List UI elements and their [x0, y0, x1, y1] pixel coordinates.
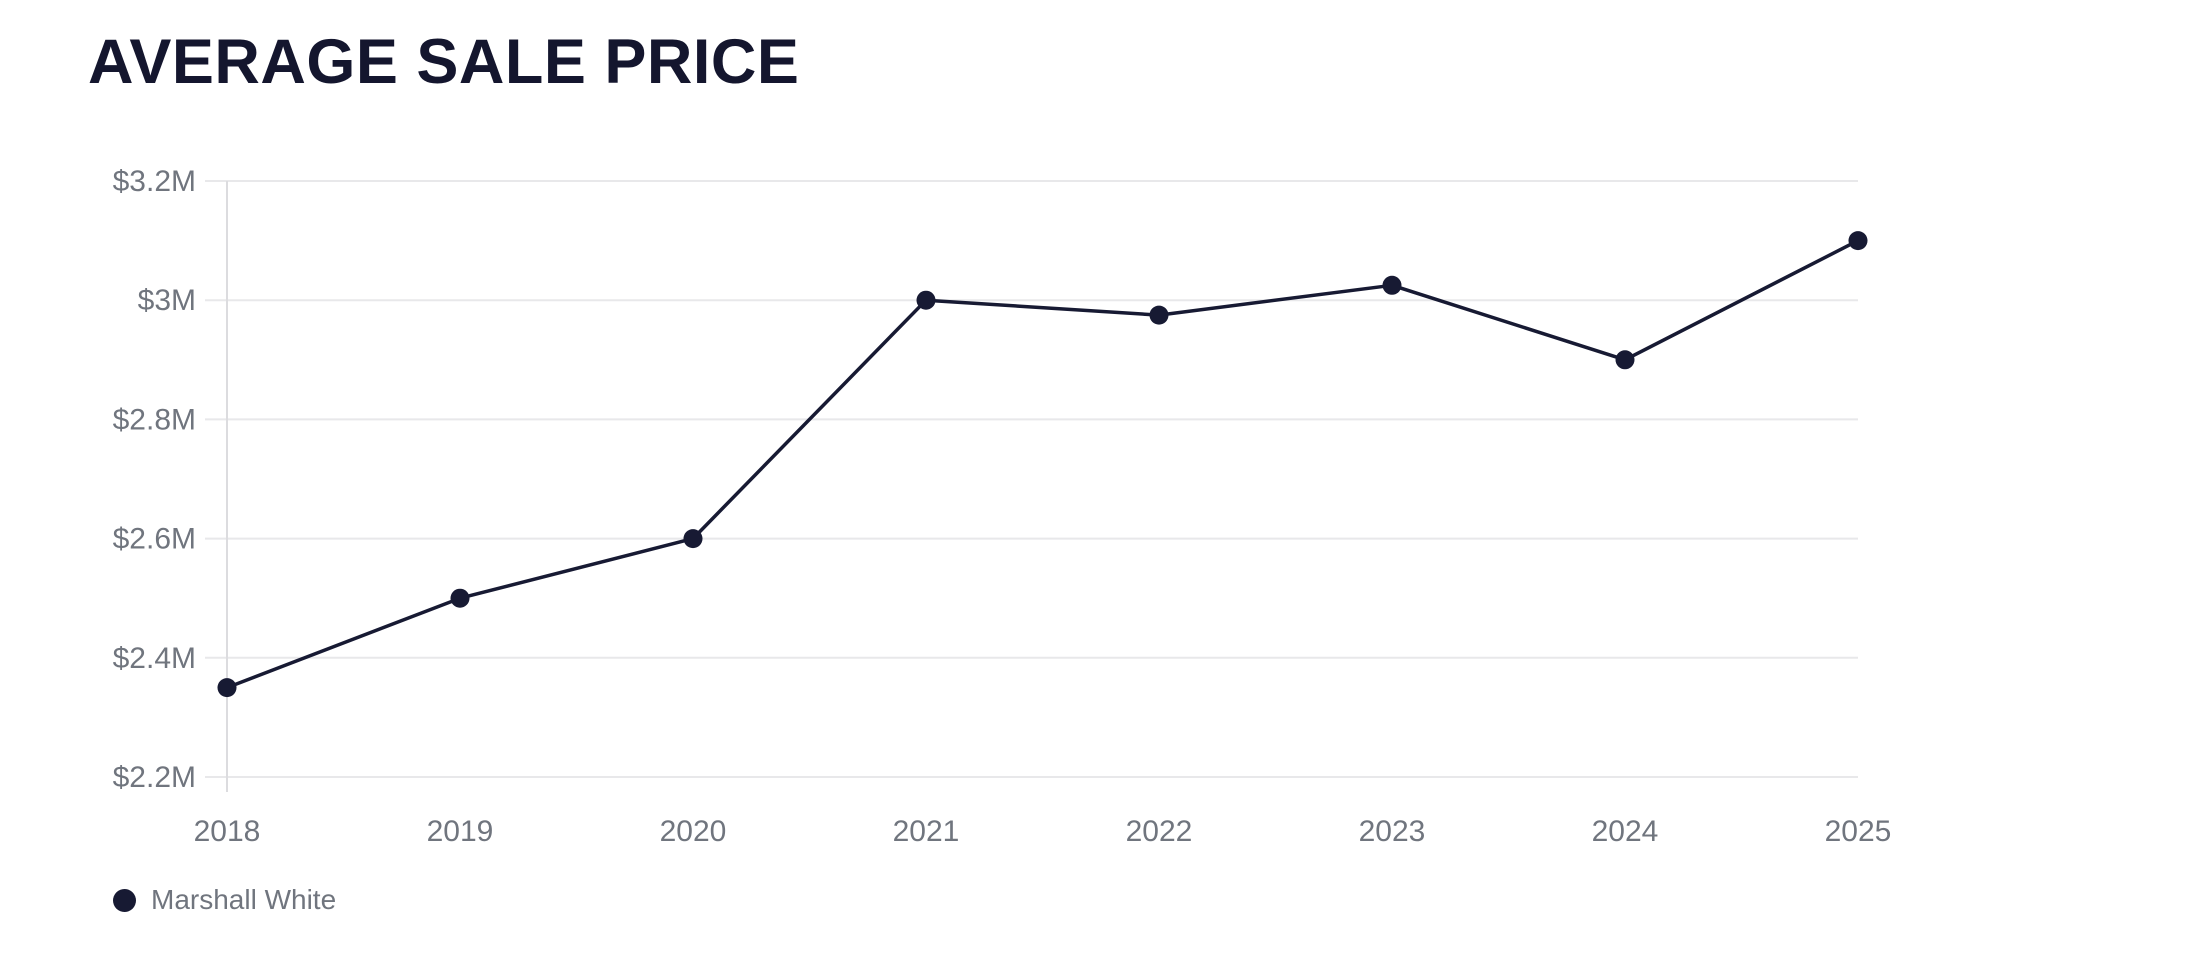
- y-tick-label: $3.2M: [113, 165, 196, 198]
- y-tick-label: $2.8M: [113, 403, 196, 436]
- x-tick-label: 2021: [893, 815, 960, 848]
- chart-title: AVERAGE SALE PRICE: [88, 27, 800, 97]
- x-tick-label: 2024: [1592, 815, 1659, 848]
- data-point-2022[interactable]: [1149, 305, 1169, 325]
- data-point-2018[interactable]: [217, 678, 237, 698]
- x-tick-label: 2025: [1825, 815, 1892, 848]
- legend-marker-dot: [113, 888, 136, 912]
- data-point-2019[interactable]: [450, 588, 470, 608]
- x-tick-label: 2019: [427, 815, 494, 848]
- data-point-2023[interactable]: [1382, 275, 1402, 295]
- legend-series-label: Marshall White: [151, 884, 337, 915]
- x-tick-label: 2020: [660, 815, 727, 848]
- legend[interactable]: Marshall White: [113, 884, 336, 916]
- series-line: [225, 238, 1860, 690]
- y-tick-label: $2.4M: [113, 642, 196, 675]
- x-tick-label: 2023: [1359, 815, 1426, 848]
- x-tick-label: 2018: [194, 815, 261, 848]
- data-point-2021[interactable]: [916, 290, 936, 310]
- data-point-2020[interactable]: [683, 529, 703, 549]
- data-point-2024[interactable]: [1615, 350, 1635, 370]
- y-tick-label: $2.2M: [113, 761, 196, 794]
- data-point-2025[interactable]: [1848, 231, 1868, 251]
- x-tick-label: 2022: [1126, 815, 1193, 848]
- y-tick-label: $3M: [138, 284, 196, 317]
- y-tick-label: $2.6M: [113, 523, 196, 556]
